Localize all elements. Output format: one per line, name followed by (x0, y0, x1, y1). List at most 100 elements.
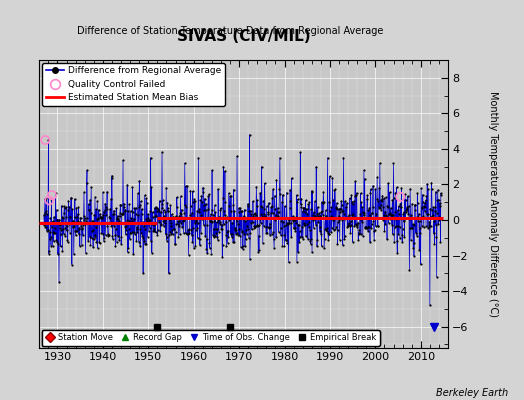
Point (344, 222, 352, 229)
Point (158, 205, 167, 211)
Point (381, 221, 389, 227)
Point (55, 279, 63, 286)
Point (133, 226, 141, 232)
Point (85, 207, 93, 214)
Point (266, 232, 274, 238)
Point (70, 223, 78, 229)
Point (214, 216, 223, 223)
Point (374, 222, 382, 229)
Point (400, 234, 409, 241)
Point (291, 214, 300, 221)
Point (157, 200, 166, 207)
Point (159, 197, 167, 204)
Point (47, 242, 55, 249)
Point (237, 244, 245, 250)
Point (410, 239, 419, 246)
Point (255, 222, 264, 228)
Point (287, 175, 296, 181)
Point (92, 239, 101, 245)
Point (313, 204, 322, 210)
Point (102, 204, 110, 210)
Point (319, 211, 327, 218)
Point (160, 220, 169, 226)
Point (205, 244, 214, 251)
Point (91, 232, 100, 238)
Point (96, 215, 105, 221)
Point (362, 225, 370, 231)
Point (166, 229, 174, 235)
Point (281, 215, 289, 221)
Point (179, 230, 188, 236)
Point (86, 197, 94, 203)
Point (144, 211, 152, 217)
Point (58, 214, 66, 220)
Point (366, 190, 375, 196)
Point (343, 214, 352, 220)
Point (299, 204, 308, 211)
Point (97, 230, 106, 236)
Point (103, 223, 112, 229)
Point (417, 261, 425, 268)
Point (152, 204, 160, 210)
Point (145, 228, 153, 234)
Point (50, 214, 58, 220)
Point (285, 259, 293, 266)
Point (71, 232, 80, 239)
Point (392, 223, 400, 230)
Point (376, 160, 384, 166)
Point (155, 218, 163, 225)
Point (137, 198, 145, 204)
Point (140, 192, 149, 198)
Point (285, 217, 293, 223)
Point (264, 211, 272, 218)
Point (107, 223, 115, 230)
Point (215, 228, 223, 235)
Point (382, 212, 390, 218)
Point (79, 222, 88, 228)
Point (389, 160, 398, 166)
Point (42, 227, 51, 234)
Point (428, 207, 436, 213)
Point (159, 218, 167, 224)
Point (52, 220, 60, 226)
Point (305, 224, 313, 230)
Point (64, 206, 72, 213)
Point (41, 137, 49, 143)
Point (64, 198, 73, 204)
Point (107, 196, 115, 202)
Point (316, 212, 324, 219)
Point (256, 190, 264, 196)
Point (82, 180, 91, 186)
Point (341, 198, 349, 205)
Point (233, 218, 242, 224)
Point (162, 184, 170, 191)
Point (210, 218, 219, 224)
Point (341, 216, 350, 222)
Point (96, 211, 104, 217)
Point (348, 198, 356, 205)
Point (143, 218, 151, 224)
Point (127, 230, 135, 236)
Point (74, 230, 83, 237)
Point (245, 208, 253, 214)
Point (227, 208, 236, 215)
Point (283, 220, 292, 226)
Point (274, 213, 282, 219)
Point (86, 242, 95, 248)
Point (134, 190, 142, 196)
Point (203, 222, 212, 228)
Point (44, 227, 52, 234)
Point (332, 224, 340, 231)
Point (145, 224, 154, 231)
Point (327, 229, 335, 236)
Point (148, 250, 156, 256)
Point (335, 212, 344, 219)
Point (167, 231, 176, 238)
Point (312, 211, 321, 217)
Point (251, 210, 259, 217)
Point (239, 212, 248, 219)
Point (168, 231, 177, 237)
Point (287, 234, 296, 240)
Point (380, 228, 389, 234)
Point (385, 211, 393, 217)
